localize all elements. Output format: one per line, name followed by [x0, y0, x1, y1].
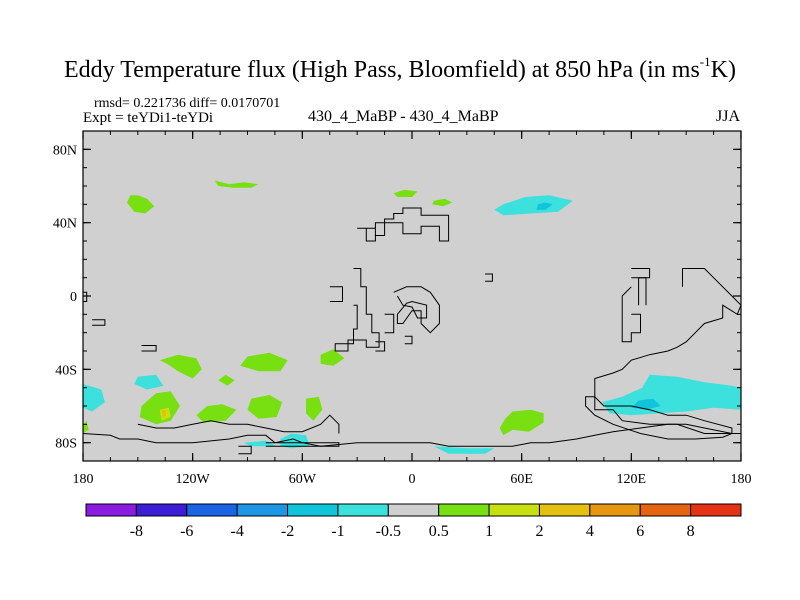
- colorbar-swatch: [387, 503, 440, 517]
- contour-region: [306, 396, 323, 421]
- y-tick-label: 40N: [53, 217, 77, 232]
- coastline-outline: [83, 291, 88, 302]
- contour-region: [240, 352, 288, 372]
- y-tick-label: 80S: [55, 437, 77, 452]
- contour-region: [247, 395, 283, 419]
- contour-region: [161, 409, 167, 417]
- chart-title-unit: K): [710, 57, 736, 83]
- coastline-outline: [384, 313, 395, 334]
- colorbar-label: -8: [130, 523, 143, 540]
- y-tick-label: 80N: [53, 143, 77, 158]
- colorbar-label: -2: [281, 523, 294, 540]
- chart-title: Eddy Temperature flux (High Pass, Bloomf…: [0, 54, 800, 84]
- y-tick-label: 40S: [55, 363, 77, 378]
- coastline-outline: [357, 207, 450, 242]
- contour-region: [280, 433, 310, 449]
- colorbar-swatch: [337, 503, 389, 517]
- contour-region: [499, 409, 544, 436]
- case-name: 430_4_MaBP - 430_4_MaBP: [308, 108, 499, 125]
- colorbar-label: 0.5: [429, 523, 449, 540]
- contour-region: [393, 189, 418, 197]
- x-tick-label: 180: [731, 472, 752, 487]
- coastline-outline: [585, 268, 741, 440]
- colorbar-label: 4: [586, 523, 594, 540]
- coastline-outline: [83, 423, 741, 447]
- colorbar-label: -6: [180, 523, 193, 540]
- coastline-outline: [485, 273, 493, 282]
- chart-title-superscript: -1: [699, 54, 711, 69]
- colorbar-label: -1: [331, 523, 344, 540]
- coastline-outline: [329, 286, 343, 302]
- x-tick-label: 60W: [289, 472, 317, 487]
- colorbar-swatch: [85, 503, 137, 517]
- colorbar-swatch: [538, 503, 591, 517]
- colorbar-label: 1: [485, 523, 493, 540]
- contour-region: [83, 384, 105, 412]
- contour-region: [218, 374, 235, 386]
- colorbar-swatch: [287, 503, 339, 517]
- colorbar-swatch: [690, 503, 742, 517]
- plot-contents: [83, 180, 741, 455]
- season-label: JJA: [716, 108, 741, 125]
- colorbar-swatch: [438, 503, 490, 517]
- coastline-outline: [631, 268, 651, 279]
- contour-region: [243, 440, 277, 447]
- contour-region: [432, 198, 453, 207]
- contour-region: [214, 180, 259, 188]
- colorbar-swatch: [186, 503, 238, 517]
- x-tick-label: 0: [409, 472, 416, 487]
- colorbar-swatch: [488, 503, 540, 517]
- colorbar-swatch: [589, 503, 641, 517]
- colorbar-swatch: [135, 503, 188, 517]
- experiment-label: Expt = teYDi1-teYDi: [83, 110, 214, 126]
- coastline-outline: [621, 286, 641, 343]
- contour-region: [159, 354, 202, 379]
- coastline-outline: [265, 442, 340, 447]
- coastline-outline: [334, 268, 380, 352]
- x-tick-label: 120W: [176, 472, 211, 487]
- x-tick-label: 180: [73, 472, 94, 487]
- stats-line: rmsd= 0.221736 diff= 0.0170701: [94, 96, 281, 111]
- contour-region: [433, 446, 495, 454]
- coastline-outline: [141, 345, 157, 352]
- colorbar-label: -0.5: [376, 523, 401, 540]
- contour-region: [134, 374, 164, 390]
- colorbar-label: 8: [687, 523, 695, 540]
- y-tick-label: 0: [70, 290, 77, 305]
- colorbar-label: 2: [535, 523, 543, 540]
- contour-region: [494, 195, 573, 216]
- x-tick-label: 60E: [510, 472, 533, 487]
- coastline-outline: [393, 286, 440, 334]
- colorbar-swatch: [236, 503, 289, 517]
- contour-region: [196, 404, 237, 423]
- colorbar-label: -4: [230, 523, 243, 540]
- x-tick-label: 120E: [617, 472, 647, 487]
- contour-region: [631, 398, 661, 410]
- coastline-outline: [238, 445, 252, 455]
- chart-title-main: Eddy Temperature flux (High Pass, Bloomf…: [64, 57, 700, 83]
- coastline-outline: [404, 335, 413, 345]
- colorbar-label: 6: [636, 523, 644, 540]
- coastline-outline: [92, 319, 106, 326]
- contour-region: [320, 349, 345, 366]
- contour-region: [536, 202, 553, 210]
- contour-region: [126, 195, 155, 214]
- colorbar-swatch: [639, 503, 692, 517]
- coastline-outline: [375, 341, 386, 352]
- coastline-outline: [137, 414, 340, 434]
